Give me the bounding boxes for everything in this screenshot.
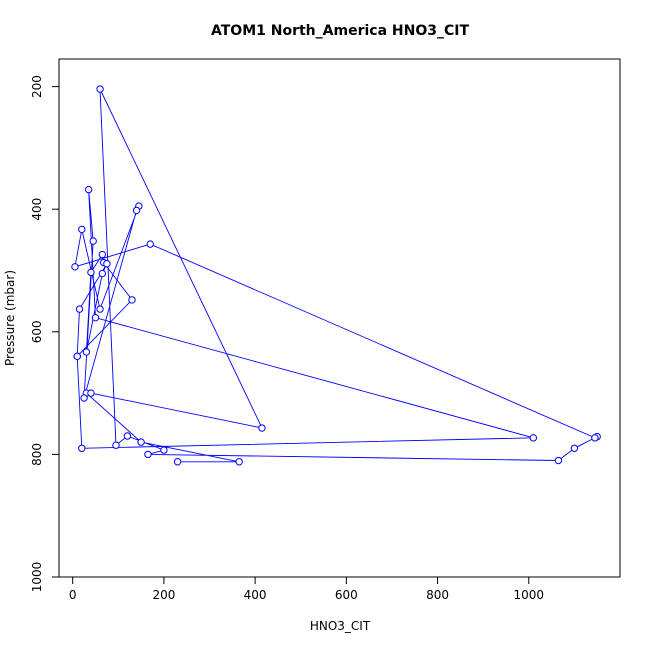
y-tick-label: 200: [30, 75, 44, 98]
y-axis: 200 400 600 800 1000: [30, 75, 60, 593]
data-point: [98, 250, 107, 259]
data-point: [570, 444, 579, 452]
data-point: [80, 394, 88, 402]
data-point: [132, 206, 141, 215]
y-tick-label: 400: [30, 198, 44, 221]
data-point: [87, 389, 95, 397]
data-point: [78, 444, 86, 452]
data-point: [554, 456, 563, 465]
data-point: [144, 450, 152, 459]
x-tick-label: 1000: [514, 588, 545, 602]
data-point: [78, 225, 86, 234]
data-point: [98, 269, 107, 278]
data-point: [529, 434, 538, 442]
x-tick-label: 400: [244, 588, 267, 602]
data-point: [591, 434, 599, 442]
data-point: [89, 237, 97, 245]
data-point: [146, 240, 154, 248]
data-point: [123, 432, 132, 440]
y-tick-label: 1000: [30, 562, 44, 593]
series-line: [74, 88, 598, 463]
x-tick-label: 600: [335, 588, 358, 602]
data-point: [87, 268, 95, 277]
x-axis: 0 200 400 600 800 1000: [69, 576, 545, 602]
data-point: [103, 260, 111, 268]
y-tick-label: 800: [30, 443, 44, 466]
data-point: [96, 85, 104, 93]
data-point: [112, 441, 120, 449]
data-point: [160, 446, 168, 454]
x-tick-label: 200: [152, 588, 175, 602]
y-tick-label: 600: [30, 320, 44, 343]
plot-area: [71, 85, 601, 466]
data-point: [75, 305, 84, 313]
x-axis-label: HNO3_CIT: [310, 619, 371, 633]
data-point: [91, 313, 100, 322]
y-axis-label: Pressure (mbar): [3, 270, 17, 366]
data-point: [258, 424, 266, 432]
data-point: [71, 263, 79, 271]
data-point: [137, 438, 145, 446]
x-tick-label: 0: [69, 588, 77, 602]
plot-frame: [58, 58, 621, 578]
data-point: [173, 458, 182, 466]
data-point: [82, 348, 91, 356]
x-tick-label: 800: [426, 588, 449, 602]
data-point: [128, 296, 136, 304]
data-point: [73, 352, 81, 361]
data-point: [84, 185, 93, 194]
data-point: [96, 305, 104, 313]
data-point: [235, 458, 243, 466]
chart-title: ATOM1 North_America HNO3_CIT: [211, 23, 469, 39]
